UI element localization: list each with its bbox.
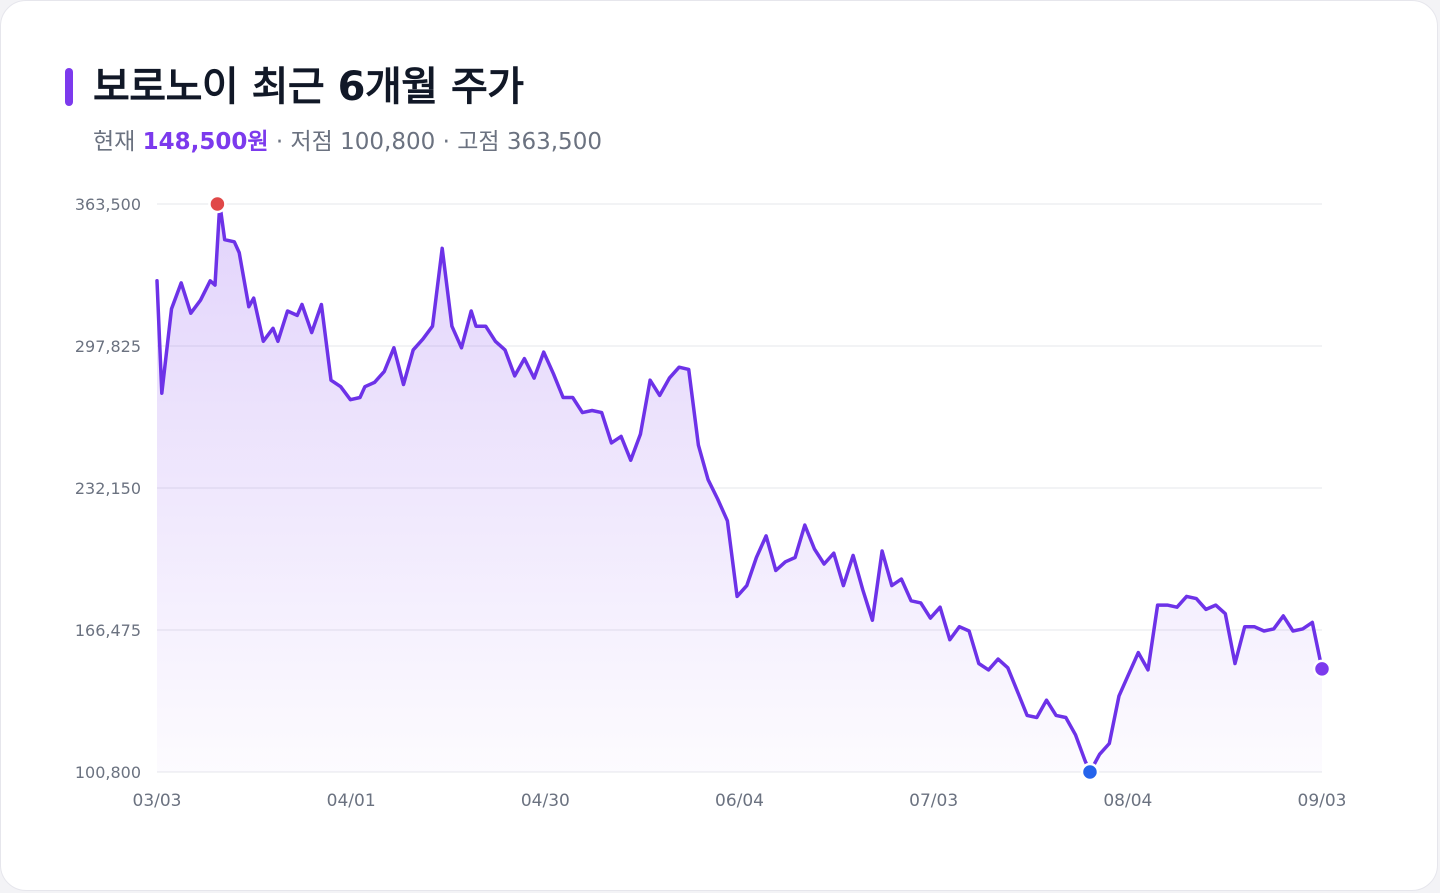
low-label: 저점 [290, 129, 333, 155]
high-price: 363,500 [506, 129, 602, 155]
x-axis: 03/03 04/01 04/30 06/04 07/03 08/04 09/03 [133, 791, 1347, 811]
y-tick-label: 363,500 [75, 195, 141, 214]
high-label: 고점 [457, 129, 500, 155]
summary-separator: · [275, 129, 284, 155]
x-tick-label: 04/30 [521, 791, 570, 811]
chart-title: 보로노이 최근 6개월 주가 [93, 64, 524, 110]
title-accent-bar [65, 68, 73, 106]
markers [208, 194, 1332, 782]
x-tick-label: 08/04 [1103, 791, 1152, 811]
y-tick-label: 100,800 [75, 763, 141, 782]
current-price: 148,500원 [142, 129, 269, 155]
price-line [155, 202, 1324, 774]
x-tick-label: 04/01 [327, 791, 376, 811]
high-marker [208, 194, 227, 214]
price-area [157, 204, 1322, 772]
x-tick-label: 03/03 [133, 791, 182, 811]
current-label: 현재 [93, 129, 136, 155]
y-axis: 100,800 166,475 232,150 297,825 363,500 [75, 195, 141, 782]
y-tick-label: 232,150 [75, 479, 141, 498]
low-marker [1080, 762, 1100, 782]
y-tick-label: 297,825 [75, 337, 141, 356]
x-tick-label: 09/03 [1298, 791, 1347, 811]
x-tick-label: 07/03 [909, 791, 958, 811]
summary-separator: · [442, 129, 450, 155]
current-marker [1312, 659, 1332, 679]
price-summary: 현재 148,500원 · 저점 100,800 · 고점 363,500 [93, 125, 602, 159]
low-price: 100,800 [340, 129, 436, 155]
y-tick-label: 166,475 [75, 621, 141, 640]
x-tick-label: 06/04 [715, 791, 764, 811]
